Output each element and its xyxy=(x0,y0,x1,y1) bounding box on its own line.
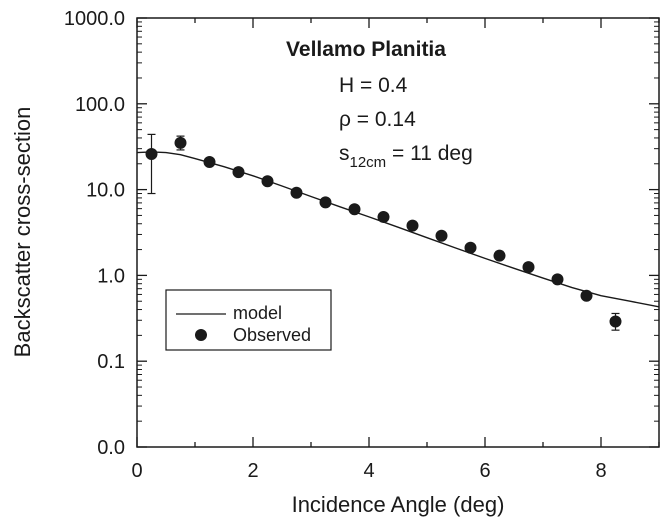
y-tick-labels: 0.0 0.1 1.0 10.0 100.0 1000.0 xyxy=(64,8,125,459)
annotation-s: s12cm = 11 deg xyxy=(339,142,473,171)
observed-point xyxy=(174,136,187,149)
axis-ticks xyxy=(136,17,660,448)
x-tick-label: 0 xyxy=(131,460,142,482)
annotation-rho: ρ = 0.14 xyxy=(339,108,416,131)
legend-observed-label: Observed xyxy=(233,325,311,345)
observed-point xyxy=(319,196,332,209)
observed-point xyxy=(145,147,158,160)
model-line xyxy=(137,151,659,308)
y-axis-title: Backscatter cross-section xyxy=(10,107,35,358)
observed-point xyxy=(406,219,419,232)
annotation-h: H = 0.4 xyxy=(339,74,408,97)
legend: model Observed xyxy=(165,289,332,351)
observed-point xyxy=(203,155,216,168)
x-tick-labels: 0 2 4 6 8 xyxy=(131,460,606,482)
observed-point xyxy=(464,241,477,254)
y-tick-label: 0.1 xyxy=(97,351,125,373)
y-tick-label: 1000.0 xyxy=(64,8,125,30)
legend-model-label: model xyxy=(233,303,282,323)
x-tick-label: 6 xyxy=(479,460,490,482)
y-tick-label: 0.0 xyxy=(97,437,125,459)
observed-point xyxy=(609,315,622,328)
observed-point xyxy=(348,203,361,216)
observed-point xyxy=(551,273,564,286)
observed-point xyxy=(377,210,390,223)
x-tick-label: 8 xyxy=(595,460,606,482)
x-tick-label: 4 xyxy=(363,460,374,482)
series-layer xyxy=(137,133,659,331)
legend-box xyxy=(165,289,332,351)
observed-point xyxy=(493,249,506,262)
annotation-s-prefix: s xyxy=(339,142,350,165)
x-tick-label: 2 xyxy=(247,460,258,482)
observed-point xyxy=(580,289,593,302)
x-axis-title: Incidence Angle (deg) xyxy=(292,492,505,517)
plot-frame xyxy=(136,17,660,448)
annotation-s-subscript: 12cm xyxy=(350,154,387,171)
annotation-s-suffix: = 11 deg xyxy=(386,142,473,165)
observed-point xyxy=(522,261,535,274)
y-tick-label: 10.0 xyxy=(86,180,125,202)
chart-title: Vellamo Planitia xyxy=(286,38,446,61)
observed-point xyxy=(232,166,245,179)
legend-observed-marker xyxy=(195,329,207,341)
observed-point xyxy=(435,229,448,242)
y-tick-label: 100.0 xyxy=(75,94,125,116)
observed-point xyxy=(290,186,303,199)
y-tick-label: 1.0 xyxy=(97,265,125,287)
observed-point xyxy=(261,175,274,188)
